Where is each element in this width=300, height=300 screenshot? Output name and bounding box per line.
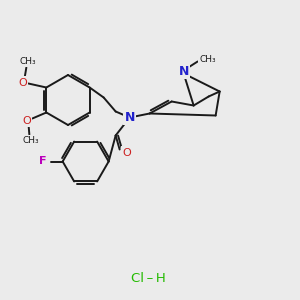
- Text: CH₃: CH₃: [199, 55, 216, 64]
- Text: O: O: [22, 116, 31, 125]
- Text: O: O: [18, 77, 27, 88]
- Text: CH₃: CH₃: [22, 136, 39, 145]
- Text: N: N: [124, 111, 135, 124]
- Text: O: O: [122, 148, 131, 158]
- Text: F: F: [39, 157, 46, 166]
- Text: CH₃: CH₃: [19, 57, 36, 66]
- Text: Cl – H: Cl – H: [130, 272, 165, 284]
- Text: N: N: [178, 65, 189, 78]
